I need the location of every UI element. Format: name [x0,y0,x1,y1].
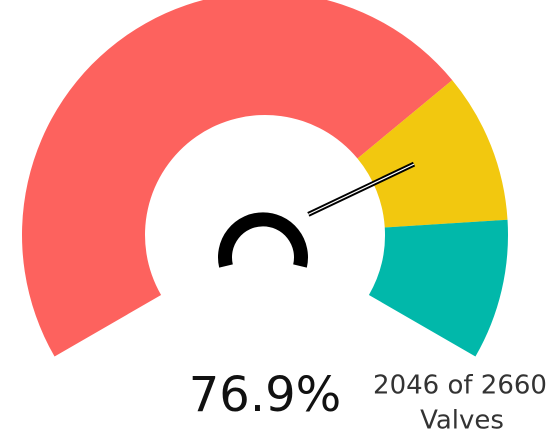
needle-highlight [308,163,415,215]
detail-line: 2046 of 2660 [373,371,547,401]
hub [218,212,308,268]
bands [22,0,508,357]
value-label: 76.9% [189,367,341,423]
gauge-band [368,219,508,357]
gauge-band [357,80,508,228]
detail-line: Valves [420,406,504,436]
gauge-band [22,0,453,357]
